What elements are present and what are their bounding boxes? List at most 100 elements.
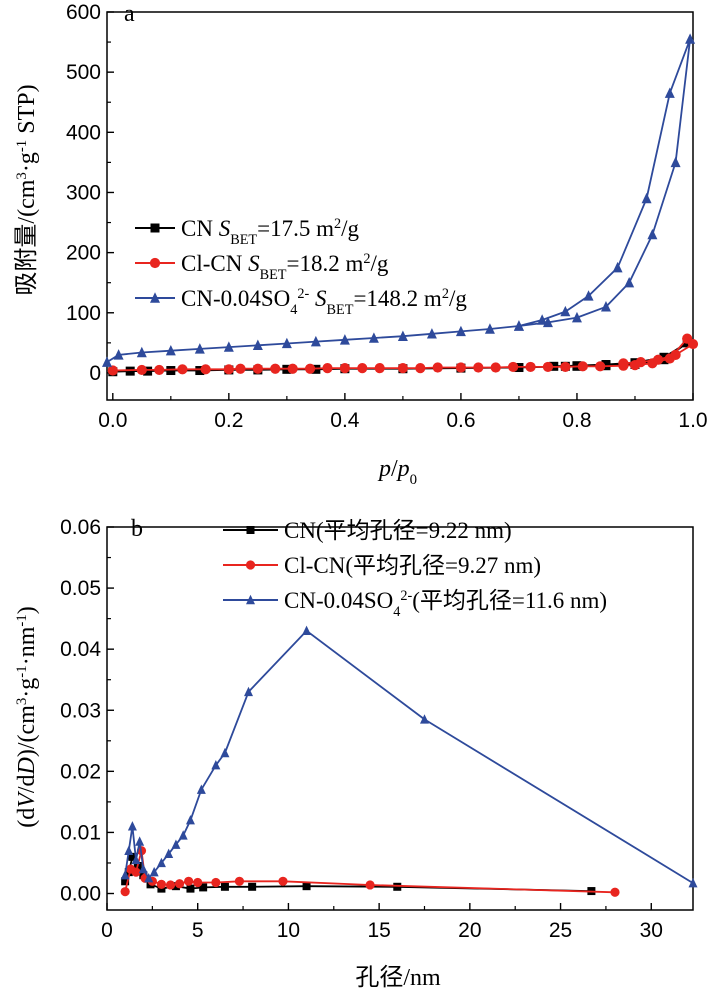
- data-point: [610, 887, 620, 897]
- data-point: [365, 880, 375, 890]
- plot-frame: [106, 526, 694, 911]
- data-point: [121, 877, 130, 886]
- chart-panel-b: 0 5 10 15 20 25 30 0.00 0.01 0.02 0.03 0.04 0.05 0.06…: [14, 516, 698, 991]
- text-part: =17.5 m: [257, 216, 334, 241]
- data-point: [393, 882, 402, 891]
- text-part: S: [315, 286, 327, 311]
- data-point: [322, 363, 333, 374]
- data-point: [135, 836, 145, 846]
- data-point: [455, 362, 467, 373]
- data-point: [397, 330, 408, 341]
- data-point: [374, 363, 385, 374]
- data-point: [125, 366, 135, 376]
- series-line: [106, 38, 691, 363]
- data-point: [455, 325, 466, 337]
- data-point: [490, 362, 501, 373]
- data-point: [178, 830, 188, 840]
- data-point: [653, 354, 664, 365]
- text-part: 3: [14, 172, 30, 179]
- data-point: [164, 848, 174, 859]
- data-point: [310, 335, 321, 347]
- y-tick-label: 0.04: [60, 638, 101, 661]
- x-tick-label: 20: [458, 919, 481, 942]
- data-point: [138, 863, 148, 874]
- data-point: [302, 625, 312, 636]
- x-tick-label: 0: [101, 919, 113, 942]
- data-point: [211, 877, 221, 888]
- data-point: [165, 344, 176, 356]
- y-tick-label: 500: [66, 61, 101, 84]
- x-tick-label: 0.4: [330, 409, 360, 432]
- data-point: [113, 349, 124, 360]
- y-axis-label: 吸附量/(cm3·g-1 STP): [13, 84, 40, 295]
- data-point: [234, 876, 245, 886]
- y-tick-label: 0.05: [60, 577, 101, 600]
- data-point: [220, 882, 229, 891]
- data-point: [223, 341, 234, 352]
- panel-label: a: [124, 1, 135, 27]
- text-part: )/(cm: [14, 705, 40, 757]
- data-point: [166, 366, 176, 376]
- y-tick-label: 0: [89, 362, 101, 385]
- legend-label: Cl-CN SBET=18.2 m2/g: [181, 251, 389, 283]
- text-part: 吸附量/(cm: [13, 179, 40, 295]
- x-tick-label: 0.0: [98, 409, 127, 432]
- text-part: ·g: [14, 678, 40, 698]
- data-point: [278, 876, 288, 886]
- text-part: STP): [14, 84, 40, 139]
- legend-label: CN(平均孔径=9.22 nm): [284, 518, 512, 543]
- text-part: V: [14, 791, 40, 808]
- text-part: ·g: [14, 152, 40, 172]
- data-point: [618, 358, 629, 369]
- data-point: [185, 815, 195, 825]
- y-tick-label: 0.03: [60, 699, 101, 722]
- data-point: [171, 839, 181, 849]
- data-point: [199, 883, 208, 892]
- text-part: /g: [341, 216, 359, 241]
- data-point: [248, 882, 257, 891]
- data-point: [484, 323, 495, 334]
- text-part: 0: [410, 472, 417, 488]
- legend-entry: CN-0.04SO42- SBET=148.2 m2/g: [135, 286, 467, 318]
- x-tick-label: 0.6: [446, 409, 475, 432]
- data-point: [223, 364, 234, 375]
- data-point: [186, 884, 195, 893]
- text-part: 2: [442, 286, 449, 302]
- x-tick-label: 25: [549, 919, 572, 942]
- series-2: [120, 625, 698, 888]
- data-point: [571, 311, 582, 323]
- data-point: [357, 363, 368, 374]
- legend-entry: Cl-CN(平均孔径=9.27 nm): [223, 553, 541, 578]
- text-part: S: [248, 251, 260, 276]
- data-point: [220, 747, 230, 758]
- x-axis-label: p/p0: [377, 456, 417, 488]
- y-tick-label: 600: [66, 1, 101, 24]
- text-part: BET: [230, 232, 257, 248]
- data-point: [287, 363, 298, 374]
- data-point: [542, 361, 554, 373]
- data-point: [368, 332, 379, 343]
- text-part: ·nm: [14, 626, 40, 665]
- data-point: [124, 845, 134, 855]
- text-part: BET: [260, 267, 287, 283]
- y-tick-label: 100: [66, 302, 101, 325]
- y-tick-label: 200: [66, 242, 101, 265]
- data-point: [601, 360, 611, 370]
- data-point: [595, 361, 606, 372]
- data-point: [560, 361, 571, 373]
- series-line: [124, 629, 694, 884]
- data-point: [304, 363, 316, 374]
- data-point: [415, 363, 426, 374]
- data-point: [473, 362, 484, 373]
- data-point: [120, 869, 130, 880]
- text-part: 3: [14, 698, 30, 705]
- x-tick-label: 1.0: [678, 409, 707, 432]
- text-part: /d: [14, 774, 40, 793]
- data-point: [131, 854, 141, 865]
- text-part: 2: [363, 251, 370, 267]
- data-point: [127, 821, 137, 831]
- data-point: [560, 305, 571, 317]
- data-point: [432, 362, 443, 373]
- data-point: [252, 363, 263, 374]
- text-part: (平均孔径=11.6 nm): [412, 588, 607, 613]
